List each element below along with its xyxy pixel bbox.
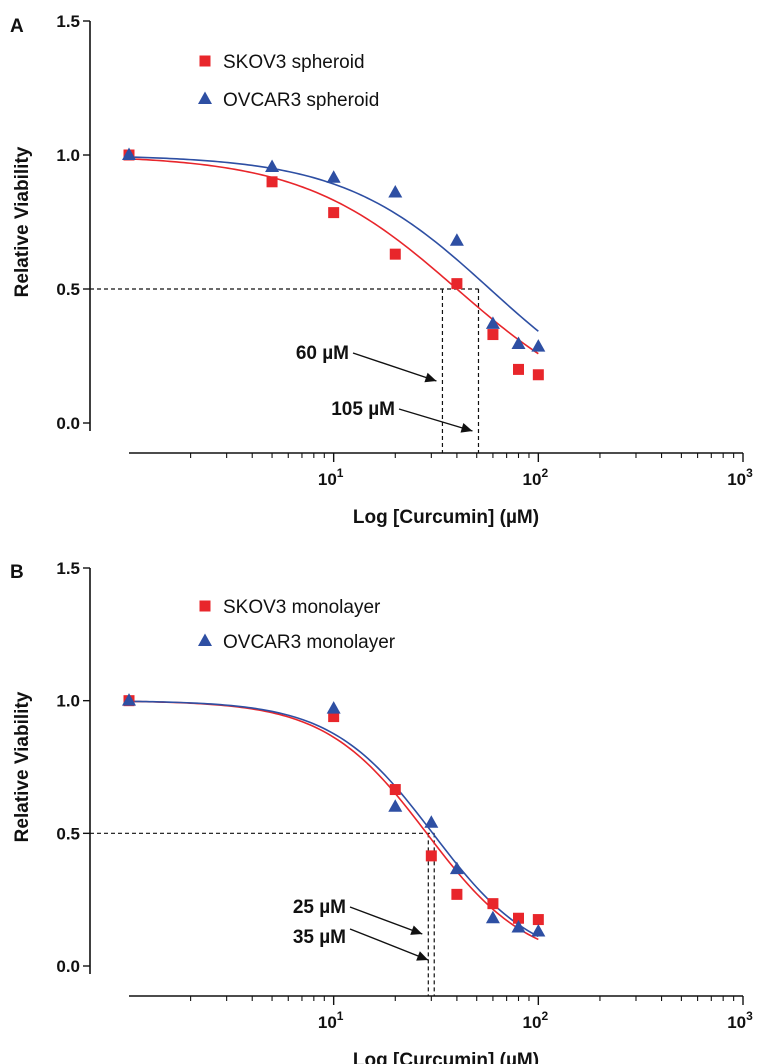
- data-point-ovcar3-spheroid: [485, 316, 500, 329]
- data-point-skov3-spheroid: [451, 278, 463, 290]
- x-tick-label: 102: [523, 466, 549, 489]
- annotation-label: 25 µM: [293, 897, 346, 918]
- data-point-skov3-monolayer: [389, 784, 401, 796]
- annotation-label: 60 µM: [296, 343, 349, 364]
- data-point-skov3-monolayer: [451, 888, 463, 900]
- annotation-arrow-line: [349, 928, 429, 961]
- x-tick-label: 101: [318, 1009, 344, 1032]
- data-point-ovcar3-spheroid: [511, 336, 526, 349]
- data-point-skov3-spheroid: [266, 176, 278, 188]
- annotation-arrow-line: [398, 408, 473, 432]
- data-point-skov3-monolayer: [532, 914, 544, 926]
- fit-curve-ovcar3-spheroid: [128, 156, 539, 332]
- chart-panel-B: B 0.0 0.5 1.0 1.5 Relative Viability 101 102 103…: [10, 559, 753, 1064]
- y-tick-label: 1.0: [56, 146, 80, 165]
- data-point-skov3-monolayer: [512, 912, 524, 924]
- data-point-ovcar3-monolayer: [511, 920, 526, 933]
- legend-label: SKOV3 monolayer: [223, 597, 381, 618]
- data-point-ovcar3-monolayer: [122, 693, 136, 706]
- chart-panel-A: A 0.0 0.5 1.0 1.5 Relative Viability 101 102 103…: [10, 12, 753, 528]
- legend-label: OVCAR3 spheroid: [223, 90, 379, 111]
- y-axis-title: Relative Viability: [12, 146, 33, 297]
- x-axis-title: Log [Curcumin] (µM): [353, 1050, 539, 1064]
- y-tick-label: 0.5: [56, 824, 80, 843]
- legend-marker-square: [199, 55, 211, 67]
- annotation-arrow-head: [460, 423, 473, 433]
- data-point-ovcar3-spheroid: [326, 170, 341, 183]
- x-tick-label: 102: [523, 1009, 549, 1032]
- y-tick-label: 0.5: [56, 280, 80, 299]
- data-point-ovcar3-monolayer: [326, 701, 341, 714]
- y-tick-label: 1.5: [56, 12, 80, 31]
- data-point-ovcar3-spheroid: [388, 185, 403, 198]
- y-tick-label: 0.0: [56, 957, 80, 976]
- data-point-ovcar3-monolayer: [424, 815, 439, 828]
- panel-label: B: [10, 562, 24, 583]
- fit-curve-skov3-spheroid: [128, 158, 539, 355]
- data-point-skov3-spheroid: [512, 363, 524, 375]
- y-axis-title: Relative Viability: [12, 691, 33, 842]
- legend-marker-triangle: [198, 91, 212, 104]
- y-tick-label: 1.5: [56, 559, 80, 578]
- data-point-skov3-spheroid: [487, 329, 499, 341]
- data-point-skov3-monolayer: [425, 850, 437, 862]
- annotation-label: 105 µM: [331, 399, 395, 420]
- legend-label: OVCAR3 monolayer: [223, 632, 396, 653]
- y-tick-label: 0.0: [56, 414, 80, 433]
- legend-marker-square: [199, 600, 211, 612]
- data-point-ovcar3-spheroid: [265, 159, 280, 173]
- data-point-skov3-spheroid: [328, 207, 340, 219]
- x-tick-label: 101: [318, 466, 344, 489]
- annotation-arrow-line: [352, 352, 437, 382]
- annotation-arrow-head: [416, 951, 429, 961]
- annotation-label: 35 µM: [293, 927, 346, 948]
- annotation-arrow-line: [349, 906, 423, 935]
- legend-marker-triangle: [198, 633, 212, 646]
- x-tick-label: 103: [727, 466, 753, 489]
- data-point-ovcar3-spheroid: [449, 233, 464, 246]
- data-point-ovcar3-monolayer: [531, 924, 546, 937]
- data-point-skov3-monolayer: [487, 898, 499, 910]
- y-tick-label: 1.0: [56, 692, 80, 711]
- data-point-ovcar3-monolayer: [449, 861, 464, 875]
- annotation-arrow-head: [424, 372, 437, 383]
- data-point-ovcar3-monolayer: [388, 799, 403, 812]
- x-tick-label: 103: [727, 1009, 753, 1032]
- data-point-ovcar3-spheroid: [122, 147, 136, 160]
- data-point-ovcar3-spheroid: [531, 339, 546, 352]
- annotation-arrow-head: [410, 925, 423, 935]
- x-axis-title: Log [Curcumin] (µM): [353, 507, 539, 528]
- data-point-skov3-spheroid: [389, 248, 401, 260]
- legend-label: SKOV3 spheroid: [223, 52, 365, 73]
- fit-curve-ovcar3-monolayer: [128, 700, 539, 938]
- data-point-skov3-monolayer: [328, 711, 340, 723]
- panel-label: A: [10, 16, 24, 37]
- data-point-skov3-spheroid: [532, 369, 544, 381]
- data-point-ovcar3-monolayer: [485, 910, 500, 924]
